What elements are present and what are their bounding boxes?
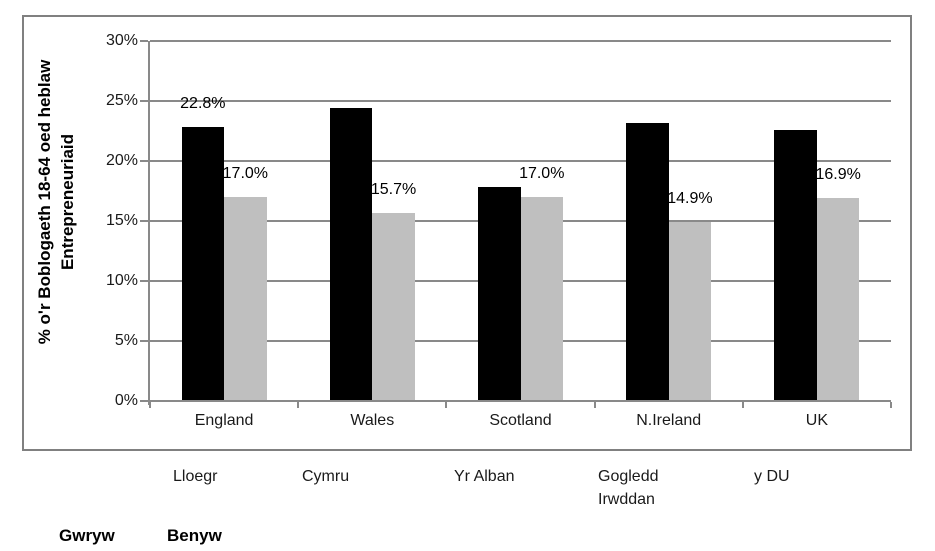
x-welsh-label-wales: Cymru	[302, 468, 350, 485]
bar-benyw-uk	[816, 198, 860, 401]
x-category-label-nireland: N.Ireland	[636, 412, 702, 429]
data-label-benyw-england: 17.0%	[222, 165, 269, 182]
x-welsh-label-scotland: Yr Alban	[454, 468, 515, 485]
y-tick-label-20pct: 20%	[105, 152, 138, 169]
bar-gwryw-england	[181, 127, 225, 401]
bar-benyw-scotland	[520, 197, 563, 401]
x-category-label-england: England	[194, 412, 254, 429]
x-welsh-label-nireland: Gogledd Irwddan	[598, 468, 659, 508]
x-category-label-scotland: Scotland	[489, 412, 552, 429]
legend-swatch-gwryw	[20, 510, 55, 543]
y-tick-15pct	[140, 220, 148, 222]
y-tick-label-5pct: 5%	[114, 332, 138, 349]
x-tick-2	[445, 402, 448, 408]
y-tick-0pct	[140, 400, 148, 402]
y-tick-label-25pct: 25%	[105, 92, 138, 109]
data-label-benyw-uk: 16.9%	[815, 166, 861, 184]
legend-swatch-benyw	[132, 517, 161, 540]
bar-benyw-england	[224, 197, 267, 401]
y-axis-title: % o'r Boblogaeth 18-64 oed heblaw Entrep…	[33, 60, 79, 345]
chart-border	[22, 15, 912, 451]
y-tick-label-30pct: 30%	[105, 32, 138, 49]
x-category-label-wales: Wales	[350, 412, 395, 429]
x-tick-1	[297, 402, 300, 408]
y-axis-title-line1: % o'r Boblogaeth 18-64 oed heblaw	[35, 59, 54, 345]
gridline-30	[150, 40, 891, 42]
x-welsh-label-uk: y DU	[754, 468, 790, 485]
y-tick-label-10pct: 10%	[105, 272, 138, 289]
bar-gwryw-nireland	[626, 122, 669, 401]
y-axis-line	[148, 41, 150, 405]
y-tick-label-15pct: 15%	[105, 212, 138, 229]
data-label-benyw-nireland: 14.9%	[667, 190, 713, 208]
x-tick-0	[149, 402, 151, 408]
y-tick-30pct	[140, 40, 148, 42]
y-tick-20pct	[140, 160, 148, 162]
x-tick-3	[593, 402, 596, 408]
bar-benyw-wales	[372, 212, 415, 401]
legend-label-benyw: Benyw	[167, 526, 222, 545]
bar-gwryw-wales	[329, 108, 373, 401]
y-tick-10pct	[140, 280, 148, 282]
legend-label-gwryw: Gwryw	[59, 526, 115, 545]
x-welsh-label-england: Lloegr	[173, 468, 218, 485]
data-label-benyw-wales: 15.7%	[370, 180, 417, 198]
gridline-20	[150, 160, 891, 162]
y-tick-label-0pct: 0%	[114, 392, 138, 409]
y-tick-5pct	[140, 340, 148, 342]
bar-gwryw-scotland	[478, 187, 521, 401]
gridline-25	[150, 100, 891, 102]
x-tick-5	[890, 402, 892, 408]
x-tick-4	[741, 402, 744, 408]
bar-benyw-nireland	[668, 222, 712, 401]
x-category-label-uk: UK	[805, 412, 828, 429]
data-label-gwryw-england: 22.8%	[180, 95, 226, 113]
bar-gwryw-uk	[774, 129, 817, 401]
x-axis-line	[150, 400, 891, 402]
y-axis-title-line2: Entrepreneuriaid	[58, 133, 77, 271]
data-label-benyw-scotland: 17.0%	[519, 165, 565, 182]
y-tick-25pct	[140, 100, 148, 102]
